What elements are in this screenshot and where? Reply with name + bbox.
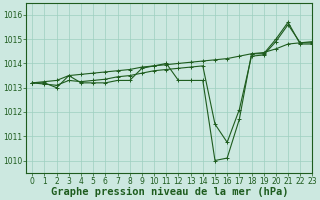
X-axis label: Graphe pression niveau de la mer (hPa): Graphe pression niveau de la mer (hPa) (51, 187, 288, 197)
